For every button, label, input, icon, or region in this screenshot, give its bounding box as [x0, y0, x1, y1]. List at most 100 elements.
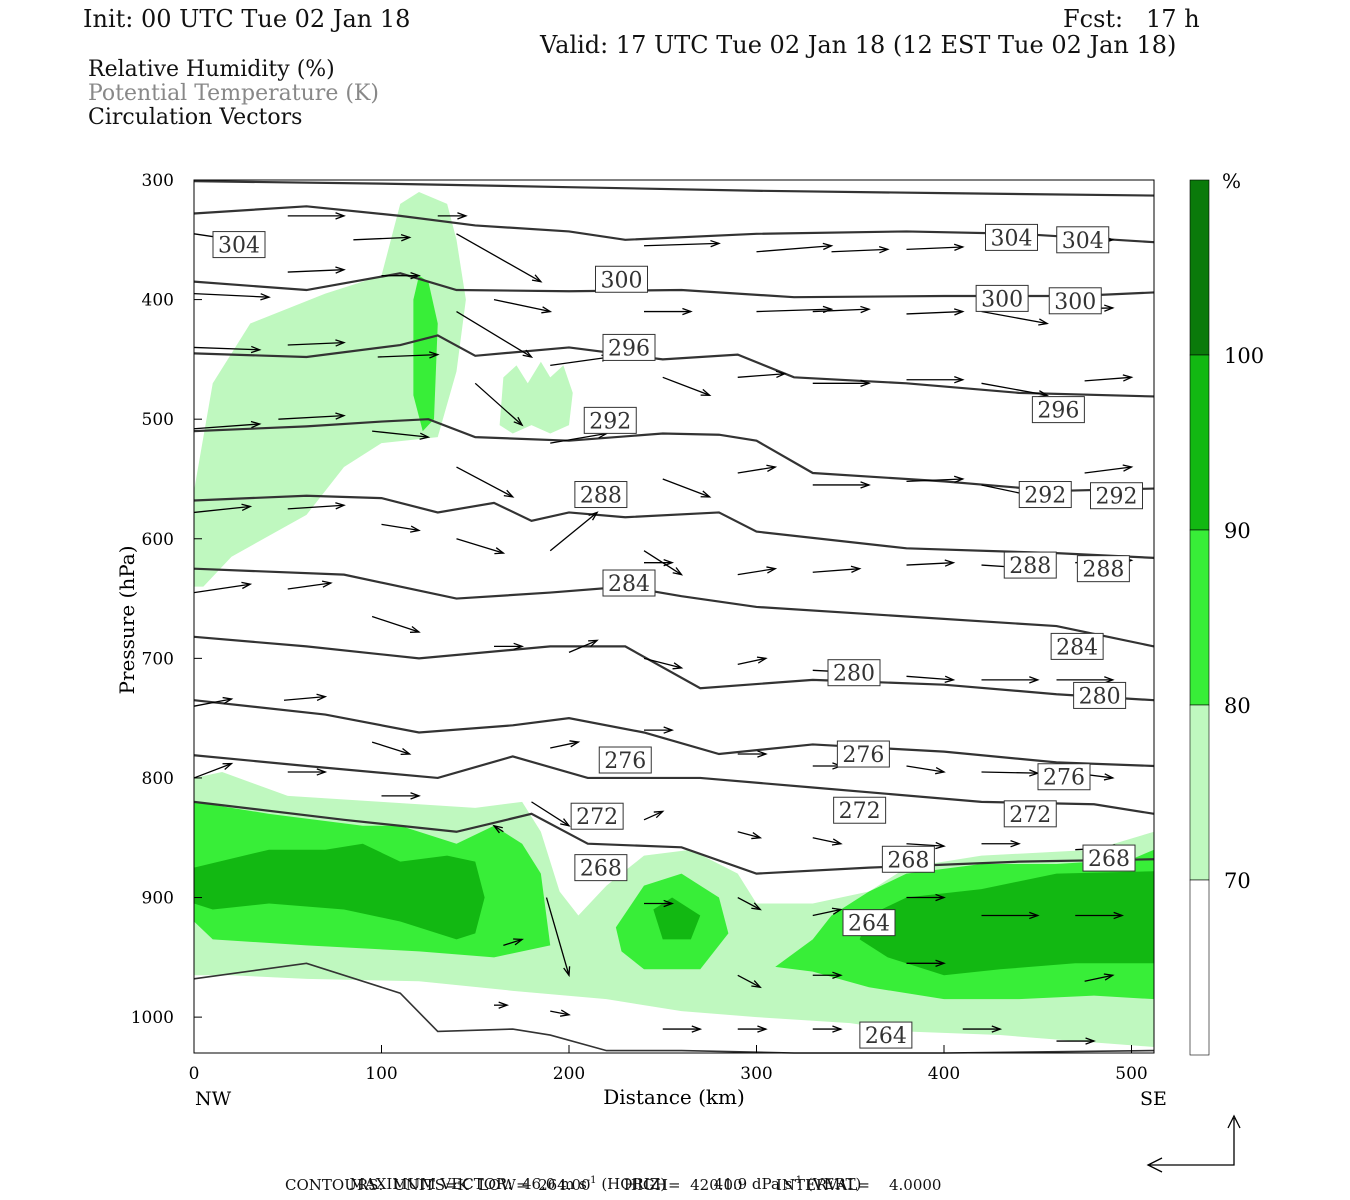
- circulation-vector: [906, 376, 965, 384]
- contour-label: 284: [1050, 632, 1104, 660]
- svg-text:276: 276: [842, 743, 884, 768]
- circulation-vector: [287, 212, 346, 220]
- circulation-vector: [643, 810, 665, 821]
- y-tick-label: 600: [142, 530, 174, 550]
- circulation-vector: [831, 246, 890, 254]
- x-tick-label: 300: [740, 1064, 772, 1084]
- contour-label: 304: [1056, 226, 1110, 254]
- circulation-vector: [906, 559, 956, 567]
- circulation-vector: [381, 523, 421, 533]
- plot-frame: [193, 179, 1155, 1054]
- contour-label: 304: [985, 223, 1038, 251]
- contour-label: 304: [212, 231, 266, 259]
- contour-label: 276: [836, 740, 890, 768]
- contour-label: 296: [1031, 396, 1085, 424]
- circulation-vector: [377, 351, 440, 359]
- circulation-vector: [981, 911, 1040, 920]
- svg-text:288: 288: [1082, 558, 1124, 583]
- circulation-vector: [737, 1025, 768, 1033]
- circulation-vector: [1084, 973, 1115, 982]
- svg-text:292: 292: [589, 409, 631, 434]
- colorbar-label: 90: [1224, 519, 1251, 543]
- circulation-vector: [193, 345, 262, 354]
- contour-label: 292: [583, 406, 637, 434]
- svg-text:288: 288: [1009, 554, 1051, 579]
- rh-region: [653, 897, 701, 940]
- circulation-vector: [193, 762, 234, 779]
- circulation-vector: [756, 242, 834, 253]
- circulation-vector: [662, 376, 712, 396]
- circulation-vector: [906, 959, 946, 968]
- svg-text:292: 292: [1024, 484, 1066, 509]
- circulation-vector: [456, 538, 506, 555]
- x-tick-label: 200: [553, 1064, 585, 1084]
- theta-contour-288: [193, 494, 1155, 560]
- circulation-vector: [812, 379, 871, 387]
- circulation-vector: [371, 615, 421, 633]
- svg-text:272: 272: [1009, 803, 1051, 828]
- svg-text:268: 268: [580, 857, 622, 882]
- y-tick-label: 400: [142, 291, 174, 311]
- theta-contour-304: [193, 205, 1155, 244]
- circulation-vector: [981, 310, 1049, 326]
- circulation-vector: [962, 1025, 1003, 1033]
- reference-vector-icon: [1146, 1114, 1241, 1173]
- circulation-vector: [981, 840, 1021, 848]
- circulation-vector: [456, 233, 543, 283]
- y-tick-label: 800: [142, 769, 174, 789]
- colorbar-label: 80: [1224, 694, 1251, 718]
- forecast-hour: Fcst: 17 h: [1063, 5, 1200, 33]
- circulation-vector: [737, 831, 763, 840]
- circulation-vector: [737, 896, 762, 911]
- contour-label: 300: [1048, 287, 1102, 315]
- contour-label: 272: [833, 796, 887, 824]
- contour-label: 300: [975, 284, 1029, 312]
- circulation-vector: [812, 481, 871, 489]
- circulation-vector: [643, 657, 684, 670]
- contour-label: 268: [1082, 844, 1136, 872]
- contour-label: 264: [859, 1021, 913, 1049]
- circulation-vector: [568, 639, 599, 653]
- svg-text:300: 300: [1054, 290, 1096, 315]
- svg-text:296: 296: [608, 336, 650, 361]
- y-axis-title: Pressure (hPa): [115, 546, 139, 695]
- circulation-vector: [737, 750, 768, 758]
- svg-text:304: 304: [218, 234, 260, 259]
- colorbar-swatch: [1189, 879, 1210, 1056]
- theta-contour-276: [193, 699, 1155, 768]
- circulation-vector: [549, 511, 599, 552]
- svg-text:272: 272: [839, 799, 881, 824]
- circulation-vector: [906, 675, 956, 683]
- circulation-vector: [193, 696, 234, 707]
- circulation-vector: [737, 656, 768, 665]
- contour-label: 288: [1003, 551, 1057, 579]
- circulation-vector: [906, 475, 965, 484]
- legend-rh: Relative Humidity (%): [88, 57, 335, 82]
- circulation-vector: [550, 354, 613, 367]
- circulation-vector: [283, 693, 328, 702]
- rh-region: [194, 191, 466, 587]
- contour-label: 284: [602, 569, 656, 597]
- theta-contour-292: [193, 418, 1155, 493]
- svg-text:264: 264: [848, 912, 890, 937]
- svg-text:268: 268: [1088, 847, 1130, 872]
- circulation-vector: [644, 726, 675, 734]
- circulation-vector: [1084, 374, 1134, 382]
- circulation-vector: [812, 305, 871, 314]
- horiz-exponent: -1: [586, 1175, 597, 1186]
- contour-label: 292: [1090, 482, 1143, 510]
- x-tick-label: 100: [365, 1064, 397, 1084]
- circulation-vector: [494, 1001, 510, 1009]
- contour-label: 288: [1076, 555, 1130, 583]
- vert-unit: (VERT): [806, 1175, 862, 1193]
- svg-text:280: 280: [833, 662, 875, 687]
- relative-humidity-shading: [194, 191, 1154, 1048]
- circulation-vector: [545, 897, 571, 978]
- circulation-vector: [981, 676, 1040, 684]
- circulation-vector: [981, 769, 1040, 777]
- circulation-vector: [503, 938, 524, 946]
- contour-label: 292: [1018, 481, 1072, 509]
- circulation-vector: [737, 370, 787, 379]
- circulation-vector: [287, 502, 346, 510]
